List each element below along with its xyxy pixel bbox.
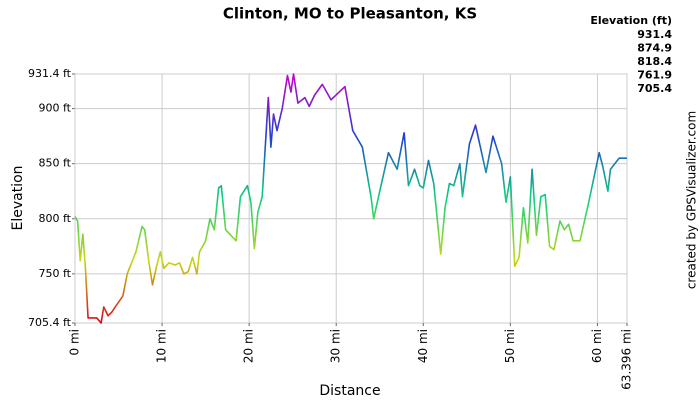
legend-title: Elevation (ft) — [590, 14, 672, 27]
x-tick-label: 60 mi — [590, 329, 604, 363]
y-tick-label: 750 ft — [39, 267, 72, 280]
x-axis-label: Distance — [319, 383, 380, 399]
x-tick-label: 50 mi — [503, 329, 517, 363]
legend-value: 931.4 — [637, 28, 672, 41]
x-tick-label: 10 mi — [155, 329, 169, 363]
y-tick-label: 800 ft — [39, 212, 72, 225]
legend-value: 705.4 — [637, 82, 672, 95]
y-axis-label: Elevation — [10, 165, 26, 230]
x-tick-label: 20 mi — [242, 329, 256, 363]
y-tick-label: 900 ft — [39, 102, 72, 115]
y-tick-label: 705.4 ft — [28, 316, 72, 329]
x-tick-label: 40 mi — [416, 329, 430, 363]
legend-value: 874.9 — [637, 42, 672, 55]
credit: created by GPSVisualizer.com — [685, 111, 699, 289]
x-tick-label: 63.396 mi — [620, 329, 634, 390]
legend-value: 818.4 — [637, 55, 672, 68]
y-tick-label: 931.4 ft — [28, 67, 72, 80]
chart-title: Clinton, MO to Pleasanton, KS — [223, 5, 477, 23]
x-tick-label: 30 mi — [329, 329, 343, 363]
x-tick-label: 0 mi — [68, 329, 82, 355]
legend-value: 761.9 — [637, 69, 672, 82]
y-tick-label: 850 ft — [39, 157, 72, 170]
elevation-line — [74, 73, 627, 324]
plot-area — [74, 73, 628, 324]
